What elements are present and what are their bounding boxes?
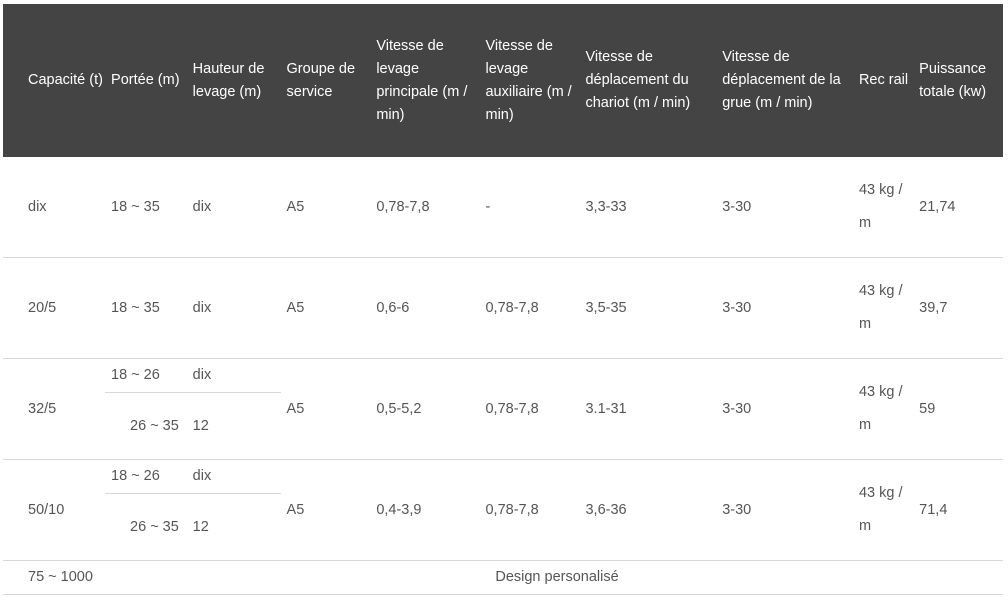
header-levage-principal: Vitesse de levage principale (m / min) — [370, 4, 480, 157]
cell-rail: 43 kg / m — [852, 459, 914, 561]
cell-rail: 43 kg / m — [852, 257, 914, 359]
header-hauteur: Hauteur de levage (m) — [186, 4, 281, 157]
header-row: Capacité (t) Portée (m) Hauteur de levag… — [3, 4, 1003, 157]
custom-design-note: Design personalisé — [105, 560, 1003, 595]
cell-portee: 26 ~ 35 — [105, 493, 187, 561]
spec-table-container: Capacité (t) Portée (m) Hauteur de levag… — [3, 4, 1006, 595]
cell-capacite: 32/5 — [3, 358, 106, 460]
header-groupe: Groupe de service — [280, 4, 371, 157]
table-row: 26 ~ 35 12 — [3, 493, 1003, 561]
cell-levage-principal: 0,4-3,9 — [370, 459, 480, 561]
cell-capacite: 50/10 — [3, 459, 106, 561]
cell-puissance: 39,7 — [913, 257, 1003, 359]
cell-hauteur: dix — [186, 358, 281, 393]
cell-levage-principal: 0,6-6 — [370, 257, 480, 359]
cell-levage-principal: 0,78-7,8 — [370, 157, 480, 258]
header-rail: Rec rail — [852, 4, 914, 157]
header-grue: Vitesse de déplacement de la grue (m / m… — [716, 4, 853, 157]
cell-groupe: A5 — [280, 157, 371, 258]
cell-levage-auxiliaire: 0,78-7,8 — [479, 257, 580, 359]
cell-portee: 18 ~ 26 — [105, 459, 187, 494]
cell-portee: 26 ~ 35 — [105, 392, 187, 460]
cell-levage-principal: 0,5-5,2 — [370, 358, 480, 460]
cell-levage-auxiliaire: - — [479, 157, 580, 258]
cell-puissance: 21,74 — [913, 157, 1003, 258]
cell-chariot: 3,5-35 — [579, 257, 717, 359]
cell-grue: 3-30 — [716, 157, 853, 258]
cell-puissance: 71,4 — [913, 459, 1003, 561]
cell-capacite: 75 ~ 1000 — [3, 560, 106, 595]
cell-portee: 18 ~ 35 — [105, 157, 187, 258]
cell-portee: 18 ~ 26 — [105, 358, 187, 393]
cell-capacite: 20/5 — [3, 257, 106, 359]
cell-rail: 43 kg / m — [852, 157, 914, 258]
cell-chariot: 3,3-33 — [579, 157, 717, 258]
cell-chariot: 3,6-36 — [579, 459, 717, 561]
cell-groupe: A5 — [280, 257, 371, 359]
cell-puissance: 59 — [913, 358, 1003, 460]
header-puissance: Puissance totale (kw) — [913, 4, 1003, 157]
cell-hauteur: 12 — [186, 392, 281, 460]
header-chariot: Vitesse de déplacement du chariot (m / m… — [579, 4, 717, 157]
cell-grue: 3-30 — [716, 358, 853, 460]
crane-spec-table: Capacité (t) Portée (m) Hauteur de levag… — [3, 4, 1003, 595]
cell-chariot: 3.1-31 — [579, 358, 717, 460]
cell-levage-auxiliaire: 0,78-7,8 — [479, 358, 580, 460]
table-row-footer: 75 ~ 1000 Design personalisé — [3, 560, 1003, 595]
cell-hauteur: 12 — [186, 493, 281, 561]
cell-hauteur: dix — [186, 459, 281, 494]
cell-rail: 43 kg / m — [852, 358, 914, 460]
cell-hauteur: dix — [186, 157, 281, 258]
table-row: 50/10 18 ~ 26 dix A5 0,4-3,9 0,78-7,8 3,… — [3, 459, 1003, 561]
cell-grue: 3-30 — [716, 257, 853, 359]
cell-groupe: A5 — [280, 358, 371, 460]
table-row: 32/5 18 ~ 26 dix A5 0,5-5,2 0,78-7,8 3.1… — [3, 358, 1003, 460]
header-capacite: Capacité (t) — [3, 4, 106, 157]
cell-capacite: dix — [3, 157, 106, 258]
cell-grue: 3-30 — [716, 459, 853, 561]
table-row: dix 18 ~ 35 dix A5 0,78-7,8 - 3,3-33 3-3… — [3, 157, 1003, 258]
cell-portee: 18 ~ 35 — [105, 257, 187, 359]
table-row: 20/5 18 ~ 35 dix A5 0,6-6 0,78-7,8 3,5-3… — [3, 257, 1003, 359]
cell-levage-auxiliaire: 0,78-7,8 — [479, 459, 580, 561]
header-levage-auxiliaire: Vitesse de levage auxiliaire (m / min) — [479, 4, 580, 157]
cell-groupe: A5 — [280, 459, 371, 561]
table-row: 26 ~ 35 12 — [3, 392, 1003, 460]
header-portee: Portée (m) — [105, 4, 187, 157]
cell-hauteur: dix — [186, 257, 281, 359]
